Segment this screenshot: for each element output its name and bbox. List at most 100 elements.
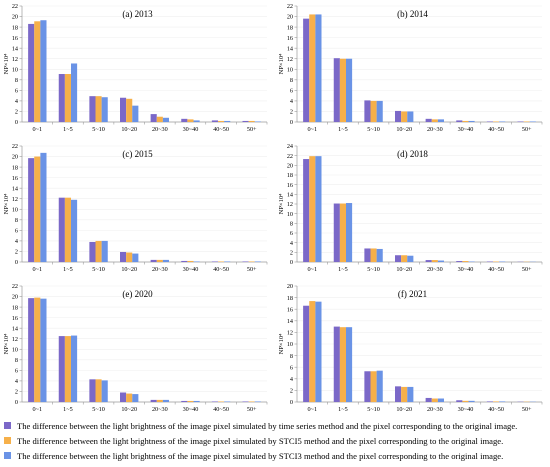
bar [156,116,163,122]
y-tick-label: 12 [12,336,18,343]
bar [425,118,432,122]
bar [34,297,41,402]
bar [486,401,493,402]
x-tick-label: 30~40 [458,126,474,133]
y-tick-label: 22 [287,3,293,10]
x-tick-label: 20~30 [152,406,168,413]
x-tick-label: 5~10 [367,126,380,133]
y-tick-label: 18 [12,24,18,31]
y-tick-label: 6 [15,368,18,375]
y-tick-label: 20 [287,283,293,290]
x-tick-label: 0~1 [33,266,43,273]
x-tick-label: 20~30 [152,266,168,273]
bar [224,261,231,262]
legend-swatch-time-series [4,422,11,429]
x-tick-label: 20~30 [427,266,443,273]
legend-swatch-stci5 [4,437,11,444]
bar [89,96,96,122]
y-tick-label: 10 [287,66,293,73]
y-tick-label: 22 [12,3,18,10]
bar [187,119,194,122]
y-tick-label: 8 [15,217,18,224]
bar [395,386,402,402]
chart-panel: 0 2 4 6 8 10 12 14 16 18 20 22 0~1 1~5 5~10 10~20 20~30 3… [278,3,543,133]
bar [431,119,438,122]
y-tick-label: 6 [290,230,293,237]
y-tick-label: 4 [290,376,293,383]
y-tick-label: 10 [287,211,293,218]
x-tick-label: 50+ [522,406,532,413]
bar [34,156,41,262]
bar [40,298,47,402]
x-tick-label: 0~1 [33,406,43,413]
bar [303,305,310,402]
y-axis-label: NP×10⁴ [278,53,285,74]
bar [187,400,194,402]
bar [339,203,346,262]
bar [401,386,408,402]
bar [40,20,47,122]
y-tick-label: 8 [290,221,293,228]
y-tick-label: 10 [12,346,18,353]
x-tick-label: 40~50 [488,126,504,133]
bar [211,401,218,402]
x-tick-label: 5~10 [92,406,105,413]
bar [517,121,524,122]
bar [437,260,444,262]
y-tick-label: 24 [287,143,293,150]
y-tick-label: 0 [290,119,293,126]
x-tick-label: 30~40 [183,406,199,413]
bar [407,111,414,122]
bar [431,398,438,402]
bar [499,121,506,122]
bar [523,121,530,122]
bar [364,248,371,262]
bar [242,261,249,262]
x-tick-label: 1~5 [338,126,348,133]
x-tick-label: 40~50 [488,406,504,413]
x-tick-label: 0~1 [33,126,43,133]
bar [132,394,139,402]
y-tick-label: 4 [15,238,18,245]
y-tick-label: 20 [12,14,18,21]
bar [395,255,402,262]
y-tick-label: 20 [12,154,18,161]
x-tick-label: 10~20 [121,406,137,413]
x-tick-label: 30~40 [458,406,474,413]
x-tick-label: 1~5 [338,266,348,273]
x-tick-label: 10~20 [121,126,137,133]
x-tick-label: 5~10 [92,126,105,133]
bar [425,260,432,262]
bar [218,261,225,262]
bar [64,197,71,262]
chart-title: (b) 2014 [397,9,428,19]
x-tick-label: 5~10 [367,266,380,273]
bar [493,121,500,122]
x-tick-label: 10~20 [396,266,412,273]
bar [211,261,218,262]
bar [401,255,408,262]
bar [211,120,218,122]
bar [346,203,353,262]
y-tick-label: 14 [287,45,293,52]
chart-title: (a) 2013 [122,9,153,19]
chart-panel: 0 2 4 6 8 10 12 14 16 18 20 22 0~1 1~5 5~10 10~20 20~30 3… [3,3,268,133]
bar [499,401,506,402]
x-tick-label: 50+ [522,266,532,273]
y-tick-label: 20 [12,294,18,301]
bar [95,379,102,402]
legend-item-stci3: The difference between the light brightn… [4,448,548,463]
y-tick-label: 12 [287,330,293,337]
bar [101,240,108,262]
chart-panel: 0 2 4 6 8 10 12 14 16 18 20 0~1 1~5 5~10 10~20 20~30 30~… [278,283,543,413]
bar [376,248,383,262]
y-tick-label: 22 [12,283,18,290]
bar [456,400,463,402]
bar [156,259,163,262]
bar [370,371,377,402]
bar [376,100,383,122]
y-tick-label: 0 [290,259,293,266]
bar [333,58,340,122]
bar [120,392,127,402]
